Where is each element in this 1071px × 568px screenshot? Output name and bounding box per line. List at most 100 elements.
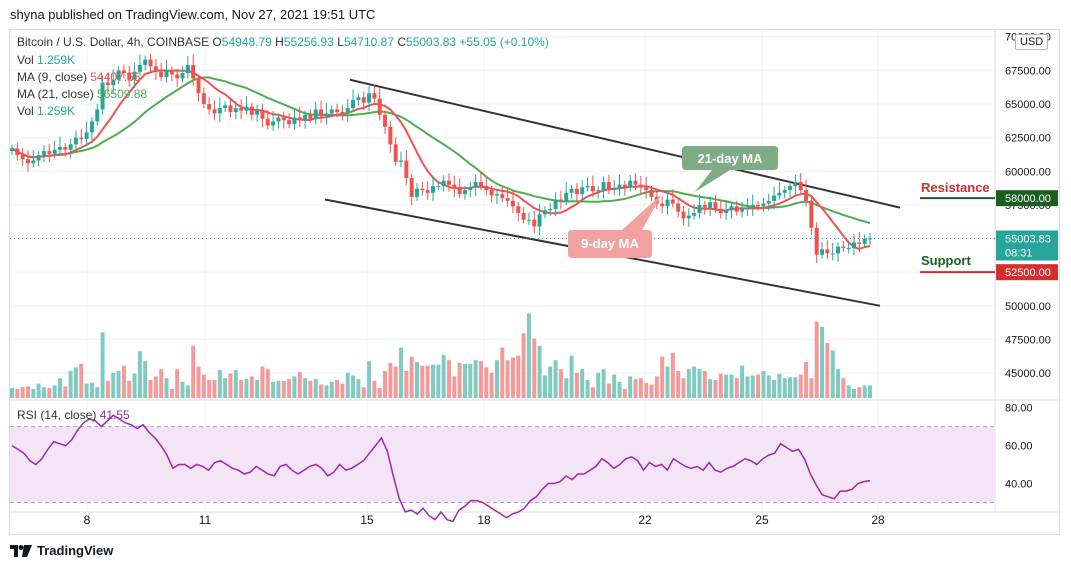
candle-body	[718, 208, 723, 213]
candle-body	[702, 204, 707, 208]
rsi-line	[11, 414, 871, 523]
tradingview-logo[interactable]: TradingView	[10, 543, 113, 558]
candle-body	[52, 149, 57, 154]
volume-bar	[590, 387, 595, 398]
candle-body	[377, 98, 382, 115]
volume-bar	[153, 376, 158, 398]
candle-body	[415, 188, 420, 197]
candle-body	[111, 79, 116, 86]
volume-bar	[63, 386, 68, 398]
rsi-path	[11, 414, 871, 523]
time-tick-label: 8	[84, 513, 91, 527]
candle-body	[57, 147, 62, 150]
countdown-label: 08:31	[1005, 247, 1033, 259]
candle-body	[223, 105, 228, 109]
volume-bar	[542, 375, 547, 398]
volume-bar	[159, 369, 164, 398]
volume-bar	[340, 383, 345, 398]
volume-bar	[292, 376, 297, 398]
candle-body	[596, 190, 601, 192]
volume-bar	[31, 389, 36, 398]
candle-body	[329, 109, 334, 114]
volume-bar	[431, 364, 436, 398]
volume-bar	[489, 372, 494, 398]
volume-bar	[52, 385, 57, 398]
volume-bar	[862, 385, 867, 398]
volume-bar	[580, 369, 585, 398]
volume-bar	[239, 380, 244, 398]
volume-bar	[345, 372, 350, 398]
candle-body	[478, 182, 483, 187]
currency-button[interactable]: USD	[1015, 34, 1049, 50]
annotations: Resistance Support 21-day MA 9-day MA	[10, 146, 995, 274]
volume-bar	[175, 369, 180, 398]
ma9-callout-label: 9-day MA	[581, 236, 639, 251]
close-value: 55003.83	[406, 35, 457, 49]
candle-body	[153, 66, 158, 72]
time-tick-label: 25	[755, 513, 769, 527]
candle-body	[494, 194, 499, 196]
candle-body	[606, 182, 611, 191]
volume-bar	[836, 369, 841, 398]
candle-body	[836, 246, 841, 254]
volume-bar	[596, 372, 601, 398]
candle-body	[137, 64, 142, 72]
volume-bar	[825, 343, 830, 398]
candle-body	[526, 219, 531, 221]
volume-bar	[25, 386, 30, 398]
volume-bar	[537, 345, 542, 398]
candle-body	[446, 180, 451, 185]
resistance-price-tag	[996, 190, 1058, 207]
volume-bar	[137, 351, 142, 398]
volume-bar	[335, 380, 340, 398]
volume-bar	[383, 371, 388, 398]
candle-body	[857, 242, 862, 244]
candle-body	[79, 137, 84, 139]
volume-bar	[612, 374, 617, 398]
candle-body	[804, 190, 809, 201]
candle-body	[793, 182, 798, 187]
candle-body	[20, 155, 25, 160]
volume-bar	[756, 374, 761, 398]
volume-bar	[446, 360, 451, 398]
candle-body	[41, 151, 46, 156]
time-tick-label: 15	[360, 513, 374, 527]
volume-bar	[494, 360, 499, 398]
candle-body	[431, 186, 436, 193]
time-tick-label: 22	[638, 513, 652, 527]
candle-body	[638, 184, 643, 188]
volume-bar	[41, 387, 46, 398]
candle-body	[436, 186, 441, 188]
volume-bar	[79, 363, 84, 398]
volume-bar	[415, 362, 420, 398]
volume-bar	[521, 333, 526, 398]
volume-bar	[798, 374, 803, 398]
candle-body	[580, 187, 585, 195]
price-tick-label: 50000.00	[1005, 301, 1051, 313]
price-tick-label: 45000.00	[1005, 368, 1051, 380]
candle-body	[558, 199, 563, 201]
high-value: 55256.93	[283, 35, 334, 49]
candle-body	[249, 106, 254, 115]
volume-bar	[212, 380, 217, 398]
volume-bar	[558, 369, 563, 398]
ma21-callout-label: 21-day MA	[697, 151, 763, 166]
volume-bar	[196, 366, 201, 398]
volume-bar	[510, 357, 515, 398]
volume-bar	[745, 376, 750, 398]
candle-body	[169, 70, 174, 75]
volume-bar	[164, 378, 169, 398]
legend-volume-2: Vol 1.259K	[17, 104, 76, 118]
volume-bar	[132, 373, 137, 398]
candle-body	[185, 64, 190, 74]
candle-body	[100, 82, 105, 110]
volume-bar	[452, 376, 457, 398]
candle-body	[191, 64, 196, 79]
candle-body	[303, 114, 308, 121]
volume-bar	[804, 362, 809, 398]
volume-bar	[249, 376, 254, 398]
volume-bar	[601, 369, 606, 398]
resistance-price-tag-label: 58000.00	[1005, 193, 1051, 205]
volume-bar	[734, 378, 739, 398]
